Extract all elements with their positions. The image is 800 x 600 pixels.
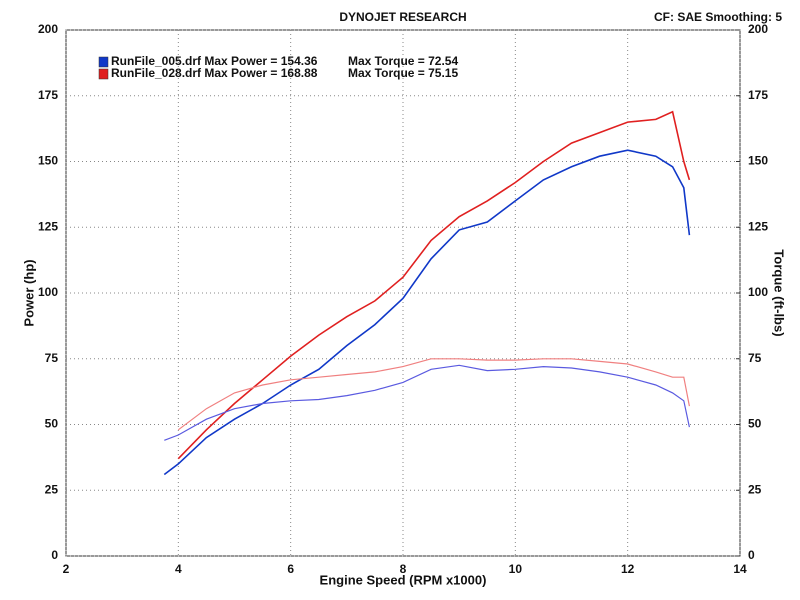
x-tick-label: 12 bbox=[621, 562, 635, 576]
y2-tick-label: 175 bbox=[748, 88, 768, 102]
x-axis-label: Engine Speed (RPM x1000) bbox=[320, 572, 487, 587]
series-line bbox=[177, 358, 690, 431]
legend-label: Max Torque = 75.15 bbox=[348, 66, 458, 80]
legend-label: RunFile_005.drf Max Power = 154.36 bbox=[111, 54, 318, 68]
y-tick-label: 100 bbox=[38, 285, 58, 299]
series-line bbox=[164, 364, 690, 441]
legend-swatch bbox=[98, 56, 109, 68]
y-tick-label: 200 bbox=[38, 22, 58, 36]
y-tick-label: 150 bbox=[38, 154, 58, 168]
y-tick-label: 0 bbox=[51, 548, 58, 562]
y2-tick-label: 125 bbox=[748, 219, 768, 233]
y2-tick-label: 25 bbox=[748, 482, 762, 496]
y2-tick-label: 0 bbox=[748, 548, 755, 562]
y-tick-label: 25 bbox=[45, 482, 59, 496]
x-tick-label: 10 bbox=[509, 562, 523, 576]
legend-swatch bbox=[98, 68, 109, 80]
y-tick-label: 75 bbox=[45, 351, 59, 365]
series-line bbox=[163, 149, 691, 476]
y2-tick-label: 50 bbox=[748, 417, 762, 431]
chart-subtitle: CF: SAE Smoothing: 5 bbox=[654, 10, 782, 24]
series-line bbox=[177, 110, 691, 460]
x-tick-label: 8 bbox=[400, 562, 407, 576]
y2-tick-label: 75 bbox=[748, 351, 762, 365]
x-tick-label: 14 bbox=[733, 562, 747, 576]
y-tick-label: 125 bbox=[38, 219, 58, 233]
x-tick-label: 4 bbox=[175, 562, 182, 576]
y-tick-label: 175 bbox=[38, 88, 58, 102]
y-axis-label: Power (hp) bbox=[21, 259, 36, 326]
x-tick-label: 2 bbox=[63, 562, 70, 576]
x-tick-label: 6 bbox=[287, 562, 294, 576]
legend-label: Max Torque = 72.54 bbox=[348, 54, 458, 68]
y-tick-label: 50 bbox=[45, 417, 59, 431]
y2-tick-label: 200 bbox=[748, 22, 768, 36]
legend-label: RunFile_028.drf Max Power = 168.88 bbox=[111, 66, 318, 80]
chart-title: DYNOJET RESEARCH bbox=[339, 10, 466, 24]
y2-tick-label: 150 bbox=[748, 154, 768, 168]
y2-axis-label: Torque (ft-lbs) bbox=[772, 249, 787, 336]
y2-tick-label: 100 bbox=[748, 285, 768, 299]
